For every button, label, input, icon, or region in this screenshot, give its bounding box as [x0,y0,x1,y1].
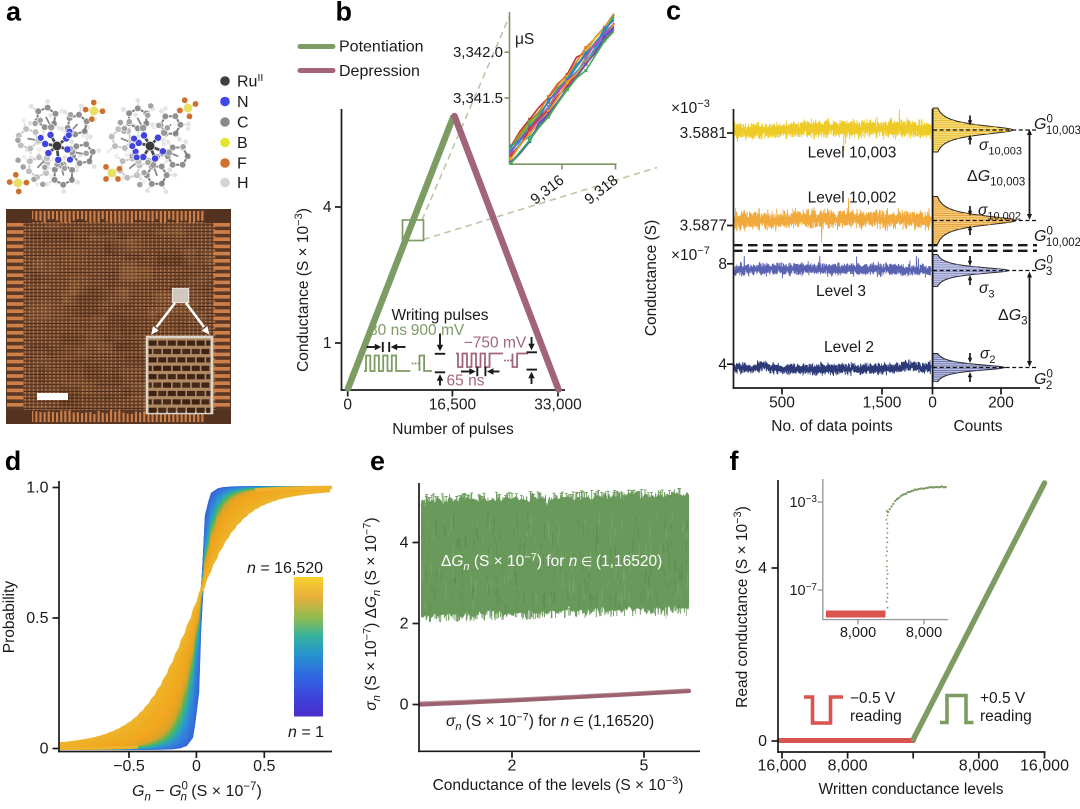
svg-text:a: a [6,0,22,27]
svg-text:Level 2: Level 2 [824,339,874,356]
svg-text:8,000: 8,000 [906,625,942,641]
svg-text:reading: reading [850,708,902,725]
svg-text:5: 5 [640,758,649,775]
svg-text:Probability: Probability [1,581,18,654]
svg-text:8,000: 8,000 [840,625,876,641]
svg-text:Counts: Counts [953,418,1002,435]
svg-text:Potentiation: Potentiation [339,39,424,56]
svg-text:H: H [237,175,249,192]
svg-text:900 mV: 900 mV [411,322,465,339]
svg-text:−750 mV: −750 mV [464,335,527,352]
svg-text:Depression: Depression [339,63,420,80]
svg-text:500: 500 [769,395,795,412]
svg-text:8,000: 8,000 [828,758,868,775]
svg-text:e: e [370,446,385,476]
svg-text:4: 4 [323,199,332,216]
svg-text:4: 4 [718,356,727,373]
svg-text:4: 4 [400,535,409,552]
svg-text:n = 1: n = 1 [288,724,324,741]
svg-text:8,000: 8,000 [959,758,999,775]
svg-text:Number of pulses: Number of pulses [392,421,514,438]
svg-text:−0.5: −0.5 [113,758,145,775]
svg-text:B: B [237,135,248,152]
svg-text:3,341.5: 3,341.5 [453,90,503,107]
svg-text:Conductance (S): Conductance (S) [643,220,660,336]
svg-text:3.5877: 3.5877 [680,218,727,235]
svg-text:33,000: 33,000 [534,397,582,414]
svg-text:2: 2 [508,758,517,775]
svg-text:0: 0 [928,395,937,412]
svg-text:80 ns: 80 ns [369,322,407,339]
svg-text:65 ns: 65 ns [447,373,485,390]
svg-text:16,000: 16,000 [758,758,807,775]
svg-text:1: 1 [323,335,332,352]
svg-text:1,500: 1,500 [863,395,902,412]
svg-text:σn (S × 10−7) ΔGn (S × 10−7): σn (S × 10−7) ΔGn (S × 10−7) [362,517,384,710]
svg-text:0: 0 [40,741,49,758]
svg-text:0: 0 [758,733,767,750]
svg-text:0: 0 [343,397,352,414]
svg-text:f: f [730,446,740,476]
svg-text:0: 0 [400,697,409,714]
svg-text:16,500: 16,500 [429,397,477,414]
svg-text:F: F [237,156,247,173]
svg-text:C: C [237,115,249,132]
svg-text:0.5: 0.5 [26,610,48,627]
svg-text:n = 16,520: n = 16,520 [247,560,323,577]
svg-text:Conductance of the levels (S ×: Conductance of the levels (S × 10−3 ) [433,775,684,794]
svg-text:Read conductance (S × 10−3 ): Read conductance (S × 10−3 ) [732,506,751,708]
svg-text:+0.5 V: +0.5 V [980,690,1026,707]
svg-text:Written conductance levels: Written conductance levels [819,781,1004,798]
svg-text:0: 0 [192,758,201,775]
svg-text:2: 2 [400,616,409,633]
svg-text:Conductance (S × 10−3 ): Conductance (S × 10−3 ) [293,208,312,372]
svg-text:3.5881: 3.5881 [680,125,727,142]
svg-text:8: 8 [718,256,727,273]
svg-text:0.5: 0.5 [253,758,275,775]
svg-text:Level 10,003: Level 10,003 [808,145,897,162]
svg-text:reading: reading [980,708,1032,725]
svg-text:Level 3: Level 3 [816,283,866,300]
svg-text:200: 200 [988,395,1014,412]
svg-text:μS: μS [515,31,534,48]
svg-text:d: d [5,446,22,476]
svg-text:−0.5 V: −0.5 V [850,690,896,707]
svg-text:N: N [237,94,249,111]
svg-text:σn (S × 10−7) for n ∈ (1,16520: σn (S × 10−7) for n ∈ (1,16520) [446,712,654,734]
svg-text:ΔGn (S × 10−7) for n ∈ (1,1652: ΔGn (S × 10−7) for n ∈ (1,16520) [441,552,662,574]
svg-text:4: 4 [758,560,767,577]
svg-text:Level 10,002: Level 10,002 [808,190,897,207]
svg-text:b: b [336,0,353,27]
svg-text:16,000: 16,000 [1020,758,1069,775]
svg-text:c: c [666,0,681,26]
svg-text:3,342.0: 3,342.0 [453,44,503,61]
svg-text:1.0: 1.0 [26,480,48,497]
svg-text:No. of data points: No. of data points [771,418,893,435]
